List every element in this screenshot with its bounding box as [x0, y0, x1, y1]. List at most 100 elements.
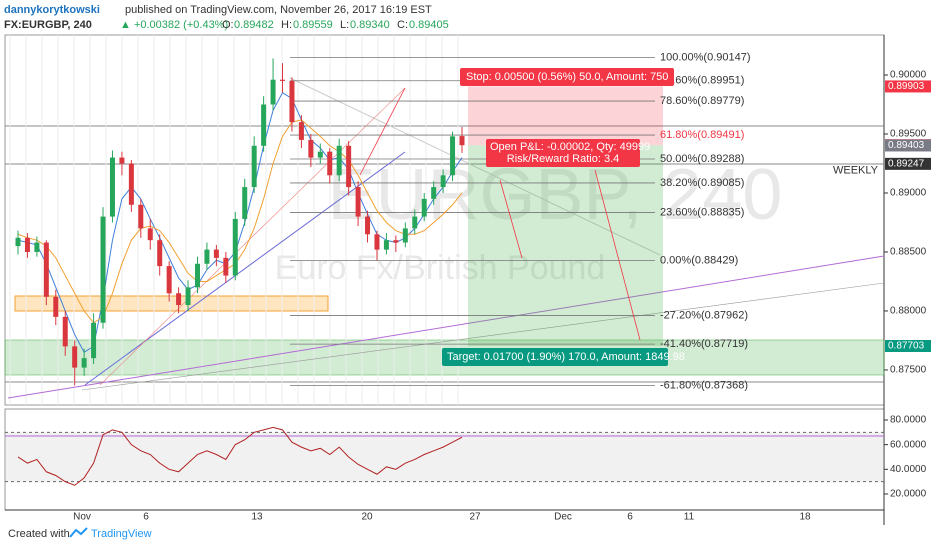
y-tick-label: 80.0000: [890, 415, 927, 426]
price-tag-label: 0.89403: [888, 140, 925, 151]
x-tick-label: 6: [143, 512, 149, 523]
target-box: [442, 348, 668, 366]
x-tick-label: 11: [684, 512, 695, 523]
candle-body: [204, 249, 210, 264]
trend-line: [81, 282, 885, 391]
l-label: L:: [340, 19, 349, 31]
y-tick-label: 0.88500: [890, 247, 927, 258]
y-tick-label: 40.0000: [890, 464, 927, 475]
x-tick-label: 13: [251, 512, 263, 523]
arrow: [594, 169, 641, 341]
rsi-line: [17, 426, 463, 486]
fib-label: 0.00%(0.88429): [660, 254, 738, 266]
stop-box: [460, 68, 674, 86]
fib-label: 78.60%(0.89779): [660, 95, 744, 107]
candle-body: [53, 296, 59, 317]
target-label: Target: 0.01700 (1.90%) 170.0, Amount: 1…: [447, 351, 685, 363]
candle-body: [157, 240, 163, 267]
x-tick-label: Nov: [73, 512, 91, 523]
c-label: C:: [397, 19, 408, 31]
fib-label: 88.60%(0.89951): [660, 75, 744, 87]
candle-body: [317, 151, 323, 158]
trend-line: [7, 255, 885, 399]
y-tick-label: 0.90000: [890, 70, 927, 81]
published: published on TradingView.com, November 2…: [125, 4, 432, 16]
change: ▲ +0.00382 (+0.43%): [120, 19, 228, 31]
y-tick-label: 20.0000: [890, 489, 927, 500]
x-tick-label: Dec: [554, 512, 572, 523]
rr-label: Risk/Reward Ratio: 3.4: [507, 153, 620, 165]
candle-body: [232, 218, 238, 276]
candle-body: [298, 122, 304, 140]
footer-brand: TradingView: [91, 528, 152, 540]
candle-body: [15, 237, 21, 247]
candle-body: [450, 136, 456, 176]
moving-average: [17, 119, 463, 324]
candle-body: [72, 346, 78, 368]
price-tag: [885, 157, 931, 170]
x-tick-label: 20: [361, 512, 373, 523]
y-tick-label: 0.89000: [890, 188, 927, 199]
candle-body: [223, 257, 229, 276]
fib-label: 38.20%(0.89085): [660, 177, 744, 189]
candle-body: [100, 216, 106, 323]
footer-created: Created with: [8, 528, 70, 540]
watermark-symbol: EURGBP, 240: [328, 155, 783, 235]
candle-body: [421, 198, 427, 217]
h-value: 0.89559: [293, 19, 333, 31]
x-tick-label: 27: [469, 512, 481, 523]
candle-body: [440, 175, 446, 188]
y-tick-label: 0.88000: [890, 306, 927, 317]
price-tag-label: 0.89903: [888, 81, 925, 92]
fib-label: 100.00%(0.90147): [660, 52, 751, 64]
price-tag: [885, 139, 931, 152]
weekly-label: WEEKLY: [833, 165, 879, 177]
fib-label: 61.80%(0.89491): [660, 129, 744, 141]
pnl-box: [486, 139, 640, 167]
candle-body: [176, 293, 182, 306]
y-tick-label: 60.0000: [890, 439, 927, 450]
candle-body: [412, 216, 418, 229]
o-label: O:: [222, 19, 234, 31]
c-value: 0.89405: [409, 19, 449, 31]
symbol: FX:EURGBP, 240: [4, 19, 92, 31]
candle-body: [459, 136, 465, 146]
x-tick-label: 6: [627, 512, 633, 523]
candle-body: [242, 187, 248, 219]
candle-body: [91, 322, 97, 359]
candle-body: [62, 316, 68, 347]
fib-label: -61.80%(0.87368): [660, 379, 748, 391]
fib-label: -41.40%(0.87719): [660, 338, 748, 350]
l-value: 0.89340: [350, 19, 390, 31]
candle-body: [261, 104, 267, 146]
candle-body: [166, 266, 172, 294]
y-tick-label: 0.87500: [890, 365, 927, 376]
candle-body: [194, 263, 200, 288]
candle-body: [81, 358, 87, 368]
price-tag-label: 0.87703: [888, 341, 925, 352]
pnl-label: Open P&L: -0.00002, Qty: 49999: [490, 141, 650, 153]
candle-body: [109, 157, 115, 217]
y-tick-label: 0.89500: [890, 129, 927, 140]
h-label: H:: [281, 19, 292, 31]
candle-body: [393, 240, 399, 243]
fib-label: -27.20%(0.87962): [660, 309, 748, 321]
candle-body: [336, 145, 342, 176]
candle-body: [355, 187, 361, 217]
trend-line: [84, 151, 406, 386]
risk-zone: [468, 86, 663, 146]
candle-body: [138, 204, 144, 229]
author: dannykorytkowski: [4, 4, 100, 16]
price-tag: [885, 80, 931, 93]
candle-body: [383, 240, 389, 250]
candle-body: [34, 242, 40, 252]
candle-body: [327, 151, 333, 176]
candle-body: [289, 80, 295, 123]
rsi-band: [5, 432, 884, 482]
price-tag: [885, 340, 931, 353]
candle-body: [270, 79, 276, 105]
candle-body: [280, 79, 286, 81]
x-tick-label: 18: [799, 512, 811, 523]
